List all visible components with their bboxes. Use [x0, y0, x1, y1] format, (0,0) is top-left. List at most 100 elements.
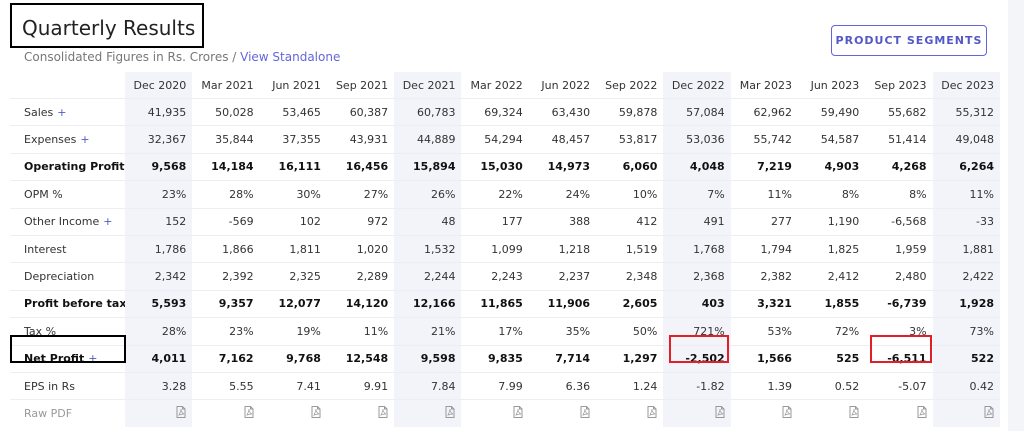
pdf-cell[interactable] [125, 399, 193, 427]
pdf-cell[interactable] [394, 399, 462, 427]
column-header: Jun 2022 [541, 78, 591, 92]
expand-button[interactable]: + [103, 215, 113, 229]
value-cell: 6,264 [932, 152, 1000, 181]
value-cell: 21% [394, 317, 462, 346]
pdf-cell[interactable] [528, 399, 597, 427]
value-cell: 8% [865, 180, 933, 209]
row-label: Interest [24, 242, 67, 256]
value-cell: -6,568 [865, 207, 933, 236]
value-cell: -33 [932, 207, 1000, 236]
value-cell: 2,605 [596, 289, 664, 318]
value-cell: 1,811 [259, 234, 327, 263]
value-cell: 35,844 [192, 125, 260, 154]
value-cell: 16,456 [326, 152, 395, 181]
table-row: EPS in Rs 3.28 5.55 7.41 9.91 7.84 7.99 6.36 1.2… [10, 371, 1000, 400]
value-cell: 8% [797, 180, 866, 209]
row-label: Operating Profit [24, 160, 125, 174]
expand-button[interactable]: + [57, 105, 67, 119]
value-cell: 2,237 [528, 262, 597, 291]
value-cell: 152 [125, 207, 193, 236]
table-row: OPM % 23% 28% 30% 27% 26% 22% 24% 10% 7% 11% 8% 8% 11… [10, 180, 1000, 209]
row-label-cell: Tax % [10, 317, 125, 346]
pdf-cell[interactable] [663, 399, 731, 427]
value-cell: 48 [394, 207, 462, 236]
pdf-cell[interactable] [259, 399, 327, 427]
pdf-icon [782, 405, 792, 418]
pdf-cell[interactable] [730, 399, 798, 427]
value-cell: 53% [730, 317, 798, 346]
value-cell: 1,566 [730, 344, 798, 373]
expand-button[interactable]: + [88, 352, 98, 366]
value-cell: 41,935 [125, 97, 193, 126]
pdf-icon [176, 405, 186, 418]
column-header: Sep 2021 [335, 78, 389, 92]
table-row: Interest 1,786 1,866 1,811 1,020 1,532 1,099 1,… [10, 234, 1000, 263]
value-cell: 59,878 [596, 97, 664, 126]
pdf-cell[interactable] [596, 399, 664, 427]
value-cell: 49,048 [932, 125, 1000, 154]
pdf-cell[interactable] [797, 399, 866, 427]
row-label: Depreciation [24, 270, 95, 284]
value-cell: 525 [797, 344, 866, 373]
value-cell: 1,099 [461, 234, 529, 263]
value-cell: 1,855 [797, 289, 866, 318]
annotation-box [870, 335, 932, 363]
table-row: Raw PDF [10, 399, 1000, 427]
value-cell: 4,011 [125, 344, 193, 373]
value-cell: 2,382 [730, 262, 798, 291]
pdf-cell[interactable] [326, 399, 395, 427]
pdf-icon [513, 405, 523, 418]
row-label-cell: Sales + [10, 97, 125, 126]
pdf-cell[interactable] [932, 399, 1000, 427]
value-cell: 177 [461, 207, 529, 236]
value-cell: 9,768 [259, 344, 327, 373]
value-cell: 12,166 [394, 289, 462, 318]
row-label-cell: Other Income + [10, 207, 125, 236]
value-cell: 1,928 [932, 289, 1000, 318]
value-cell: 9.91 [326, 371, 395, 400]
row-label-cell: Operating Profit [10, 152, 125, 181]
subtitle-text: Consolidated Figures in Rs. Crores / [24, 50, 237, 64]
value-cell: -569 [192, 207, 260, 236]
column-header: Sep 2022 [605, 78, 658, 92]
value-cell: 1,532 [394, 234, 462, 263]
value-cell: 10% [596, 180, 664, 209]
pdf-cell[interactable] [192, 399, 260, 427]
pdf-icon [445, 405, 455, 418]
row-label: OPM % [24, 187, 63, 201]
value-cell: 50% [596, 317, 664, 346]
view-standalone-link[interactable]: View Standalone [240, 50, 341, 64]
column-header: Dec 2021 [394, 72, 462, 99]
row-label: Other Income [24, 215, 100, 229]
value-cell: 2,392 [192, 262, 260, 291]
column-header: Jun 2023 [810, 78, 860, 92]
row-label: EPS in Rs [24, 379, 75, 393]
value-cell: 1,190 [797, 207, 866, 236]
value-cell: 37,355 [259, 125, 327, 154]
row-label-cell: Net Profit + [10, 344, 125, 373]
value-cell: 14,184 [192, 152, 260, 181]
value-cell: 2,342 [125, 262, 193, 291]
expand-button[interactable]: + [80, 133, 90, 147]
row-label-cell: EPS in Rs [10, 371, 125, 400]
value-cell: 3,321 [730, 289, 798, 318]
value-cell: 2,368 [663, 262, 731, 291]
value-cell: 59,490 [797, 97, 866, 126]
value-cell: 1,794 [730, 234, 798, 263]
annotation-box [10, 335, 126, 363]
value-cell: 1,020 [326, 234, 395, 263]
value-cell: 972 [326, 207, 395, 236]
row-label: Expenses [24, 133, 77, 147]
product-segments-button[interactable]: PRODUCT SEGMENTS [831, 25, 987, 56]
value-cell: 57,084 [663, 97, 731, 126]
pdf-cell[interactable] [461, 399, 529, 427]
value-cell: 27% [326, 180, 395, 209]
pdf-cell[interactable] [865, 399, 933, 427]
column-header: Sep 2023 [874, 78, 927, 92]
pdf-icon [580, 405, 590, 418]
table-row: Tax % 28% 23% 19% 11% 21% 17% 35% 50% 721% 53% 72% 3… [10, 317, 1000, 346]
value-cell: 6,060 [596, 152, 664, 181]
value-cell: 23% [125, 180, 193, 209]
value-cell: 2,480 [865, 262, 933, 291]
